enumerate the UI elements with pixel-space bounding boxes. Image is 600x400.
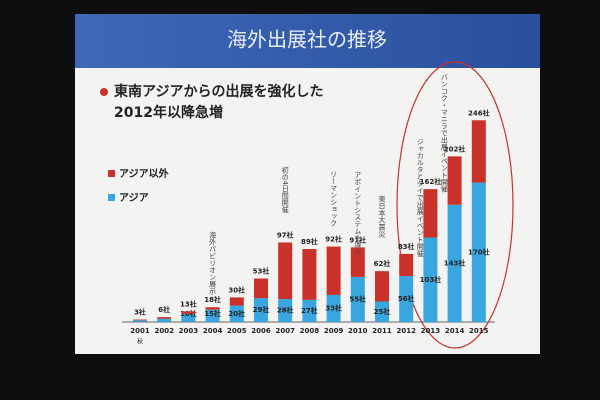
total-label: 62社: [374, 259, 391, 268]
value-label: 28社: [277, 306, 294, 315]
bar-segment: [350, 276, 365, 322]
total-label: 6社: [158, 305, 170, 314]
bar-segment: [423, 189, 438, 238]
bar-segment: [375, 271, 389, 302]
x-tick-label: 2012: [396, 327, 416, 335]
value-label: 55社: [349, 294, 366, 303]
bar-segment: [278, 299, 293, 322]
value-label: 143社: [444, 258, 466, 267]
bar-segment: [205, 307, 220, 310]
bar-segment: [375, 301, 389, 322]
bar-segment: [157, 318, 172, 322]
annotation: アポイントシステムを導入: [354, 171, 362, 255]
annotation: 海外パビリオン展示: [209, 230, 217, 294]
value-label: 25社: [374, 307, 391, 316]
x-tick-label: 2014: [445, 327, 465, 335]
x-tick-label: 2015: [469, 327, 489, 335]
bar-segment: [399, 276, 414, 322]
total-label: 89社: [301, 237, 318, 246]
bar-segment: [471, 120, 486, 183]
value-label: 29社: [253, 305, 270, 314]
legend-swatch: [108, 170, 115, 177]
annotation: 東日本大震災: [378, 194, 386, 237]
title-bar: [75, 14, 540, 68]
bar-segment: [254, 298, 268, 322]
chart-title: 海外出展社の推移: [227, 28, 387, 52]
x-tick-label: 2005: [227, 327, 247, 335]
total-label: 162社: [420, 177, 442, 186]
annotation: 初の4日間開催: [281, 166, 289, 214]
value-label: 103社: [420, 275, 442, 284]
bar-segment: [423, 237, 438, 322]
total-label: 92社: [325, 235, 342, 244]
bar-segment: [157, 317, 172, 319]
bar-segment: [447, 156, 462, 205]
legend-label: アジア: [119, 192, 149, 204]
value-label: 56社: [398, 294, 415, 303]
total-label: 97社: [277, 230, 294, 239]
value-label: 27社: [301, 306, 318, 315]
bar-segment: [326, 294, 341, 322]
value-label: 15社: [204, 309, 221, 318]
total-label: 3社: [134, 308, 146, 317]
bar-segment: [205, 309, 220, 322]
bar-segment: [326, 246, 341, 295]
x-tick-label: 2011: [372, 327, 392, 335]
x-tick-label: 2003: [179, 327, 199, 335]
x-tick-label: 2009: [324, 327, 344, 335]
x-tick-label: 2006: [251, 327, 271, 335]
value-label: 170社: [468, 247, 490, 256]
bar-segment: [278, 242, 293, 300]
annotation: バンコク・マニラで出展イベント開催: [440, 73, 448, 193]
x-tick-label: 2002: [154, 327, 174, 335]
bar-segment: [181, 311, 196, 314]
bar-segment: [181, 313, 196, 322]
highlight-ellipse: [396, 61, 514, 349]
total-label: 18社: [204, 295, 221, 304]
subtitle: 東南アジアからの出展を強化した: [114, 83, 323, 100]
x-tick-label: 2004: [203, 327, 223, 335]
legend-swatch: [108, 194, 115, 201]
bar-segment: [302, 299, 317, 322]
total-label: 202社: [444, 144, 466, 153]
subtitle: 2012年以降急増: [114, 104, 223, 121]
total-label: 91社: [349, 235, 366, 244]
bar-segment: [133, 319, 147, 321]
total-label: 13社: [180, 299, 197, 308]
x-tick-label: 2008: [300, 327, 320, 335]
total-label: 246社: [468, 108, 490, 117]
total-label: 30社: [228, 285, 245, 294]
total-label: 53社: [253, 267, 270, 276]
x-tick-label: 2001: [130, 327, 150, 335]
bullet: [100, 88, 108, 96]
bar-segment: [254, 278, 268, 299]
value-label: 20社: [228, 309, 245, 318]
total-label: 83社: [398, 242, 415, 251]
bar-segment: [350, 247, 365, 277]
bar-segment: [447, 204, 462, 322]
bar-segment: [471, 182, 486, 322]
category-note: 秋: [137, 338, 143, 346]
x-tick-label: 2010: [348, 327, 368, 335]
x-tick-label: 2007: [275, 327, 295, 335]
bar-segment: [133, 320, 147, 322]
value-label: 33社: [325, 303, 342, 312]
bar-segment: [229, 305, 244, 322]
legend-label: アジア以外: [119, 167, 169, 180]
bar-segment: [229, 297, 244, 306]
bar-segment: [302, 249, 317, 300]
x-tick-label: 2013: [421, 327, 441, 335]
annotation: リーマンショック: [330, 171, 338, 227]
annotation: ジャカルタとタイで出展イベント開催: [416, 138, 424, 258]
bar-segment: [399, 253, 414, 277]
